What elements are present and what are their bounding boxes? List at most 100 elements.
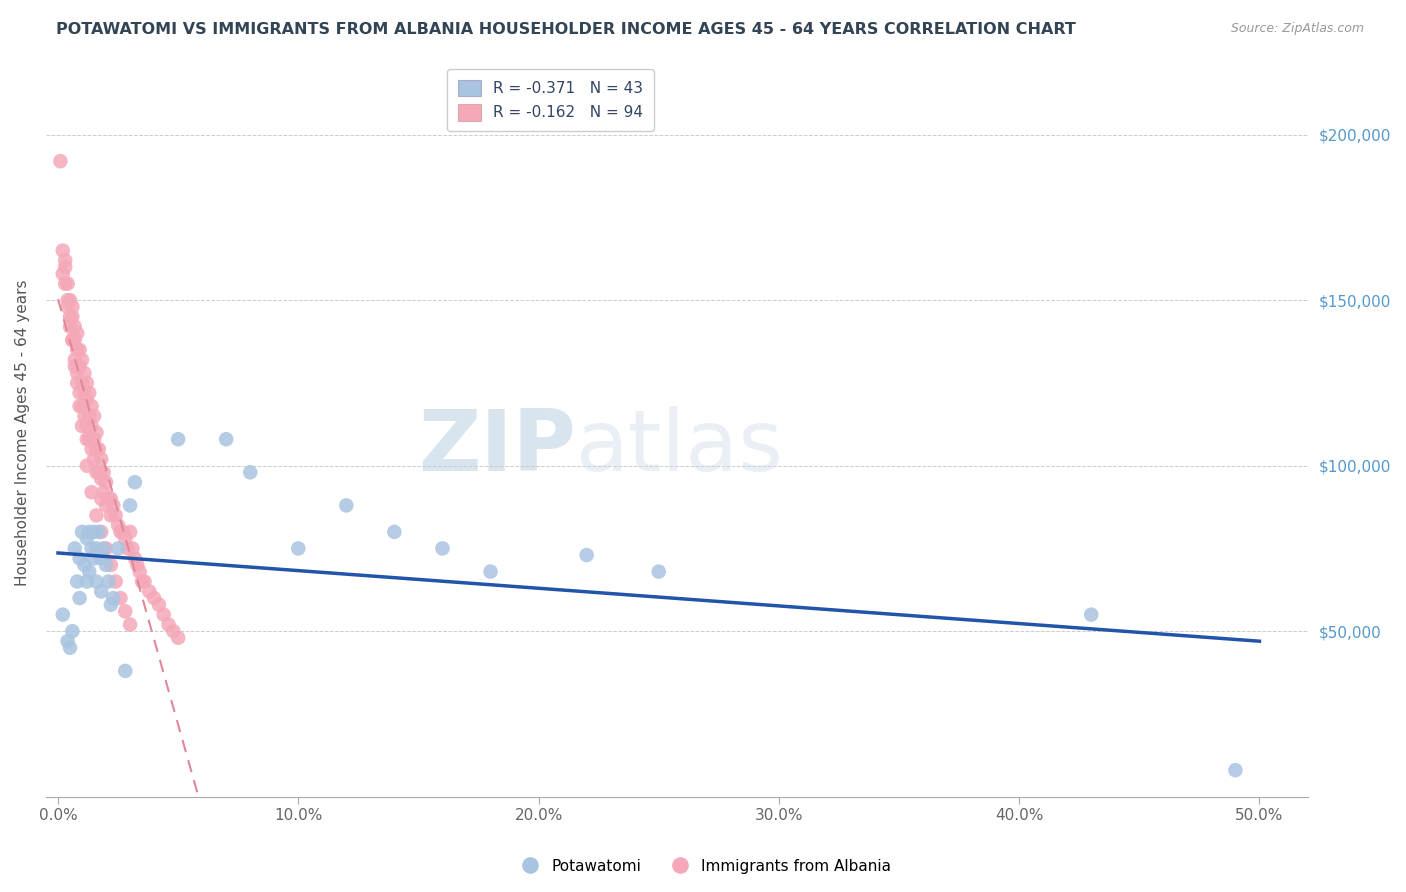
Point <box>167 432 190 446</box>
Point <box>56 634 79 648</box>
Point <box>60 310 83 324</box>
Point <box>104 508 127 523</box>
Point <box>114 664 136 678</box>
Point <box>60 624 83 639</box>
Point <box>162 624 184 639</box>
Point <box>69 399 91 413</box>
Point <box>76 376 98 390</box>
Point <box>120 617 142 632</box>
Point <box>80 485 103 500</box>
Point <box>120 524 142 539</box>
Point <box>69 591 91 606</box>
Point <box>59 310 82 324</box>
Point <box>66 366 89 380</box>
Point <box>53 253 76 268</box>
Point <box>76 574 98 589</box>
Point <box>59 319 82 334</box>
Point <box>111 524 134 539</box>
Point <box>60 300 83 314</box>
Point <box>93 466 115 480</box>
Point <box>287 541 309 556</box>
Point <box>69 551 91 566</box>
Point <box>52 267 75 281</box>
Point <box>479 565 502 579</box>
Point <box>110 524 132 539</box>
Point <box>127 558 149 572</box>
Point <box>80 419 103 434</box>
Point <box>114 532 136 546</box>
Point <box>90 584 112 599</box>
Point <box>107 541 129 556</box>
Point <box>124 551 146 566</box>
Point <box>90 551 112 566</box>
Point <box>86 425 108 440</box>
Point <box>90 491 112 506</box>
Point <box>120 499 142 513</box>
Point <box>69 359 91 374</box>
Point <box>66 574 89 589</box>
Point <box>63 333 86 347</box>
Point <box>104 574 127 589</box>
Point <box>131 574 153 589</box>
Point <box>90 472 112 486</box>
Point <box>83 524 105 539</box>
Point <box>52 244 75 258</box>
Point <box>138 584 160 599</box>
Point <box>1080 607 1102 622</box>
Legend: R = -0.371   N = 43, R = -0.162   N = 94: R = -0.371 N = 43, R = -0.162 N = 94 <box>447 69 654 131</box>
Point <box>63 359 86 374</box>
Point <box>121 541 143 556</box>
Point <box>73 366 96 380</box>
Y-axis label: Householder Income Ages 45 - 64 years: Householder Income Ages 45 - 64 years <box>15 279 30 586</box>
Point <box>49 154 72 169</box>
Point <box>94 541 117 556</box>
Point <box>77 565 100 579</box>
Point <box>53 260 76 274</box>
Point <box>143 591 166 606</box>
Point <box>66 376 89 390</box>
Point <box>63 319 86 334</box>
Point <box>80 442 103 457</box>
Point <box>86 574 108 589</box>
Point <box>97 491 120 506</box>
Point <box>80 541 103 556</box>
Point <box>114 604 136 618</box>
Point <box>124 475 146 490</box>
Text: POTAWATOMI VS IMMIGRANTS FROM ALBANIA HOUSEHOLDER INCOME AGES 45 - 64 YEARS CORR: POTAWATOMI VS IMMIGRANTS FROM ALBANIA HO… <box>56 22 1076 37</box>
Point <box>76 392 98 407</box>
Point <box>107 518 129 533</box>
Point <box>100 598 122 612</box>
Point <box>90 452 112 467</box>
Point <box>384 524 406 539</box>
Point <box>63 541 86 556</box>
Point <box>117 541 139 556</box>
Point <box>70 399 93 413</box>
Point <box>86 541 108 556</box>
Point <box>73 385 96 400</box>
Point <box>100 558 122 572</box>
Point <box>70 376 93 390</box>
Point <box>90 524 112 539</box>
Point <box>73 409 96 423</box>
Point <box>83 452 105 467</box>
Point <box>86 442 108 457</box>
Point <box>648 565 671 579</box>
Point <box>335 499 357 513</box>
Point <box>80 399 103 413</box>
Point <box>69 385 91 400</box>
Point <box>76 432 98 446</box>
Point <box>76 458 98 473</box>
Point <box>76 419 98 434</box>
Point <box>167 631 190 645</box>
Point <box>56 277 79 291</box>
Point <box>56 293 79 308</box>
Point <box>86 466 108 480</box>
Point <box>59 640 82 655</box>
Point <box>87 466 110 480</box>
Point <box>86 508 108 523</box>
Point <box>93 485 115 500</box>
Point <box>134 574 156 589</box>
Point <box>93 541 115 556</box>
Point <box>66 326 89 341</box>
Point <box>100 508 122 523</box>
